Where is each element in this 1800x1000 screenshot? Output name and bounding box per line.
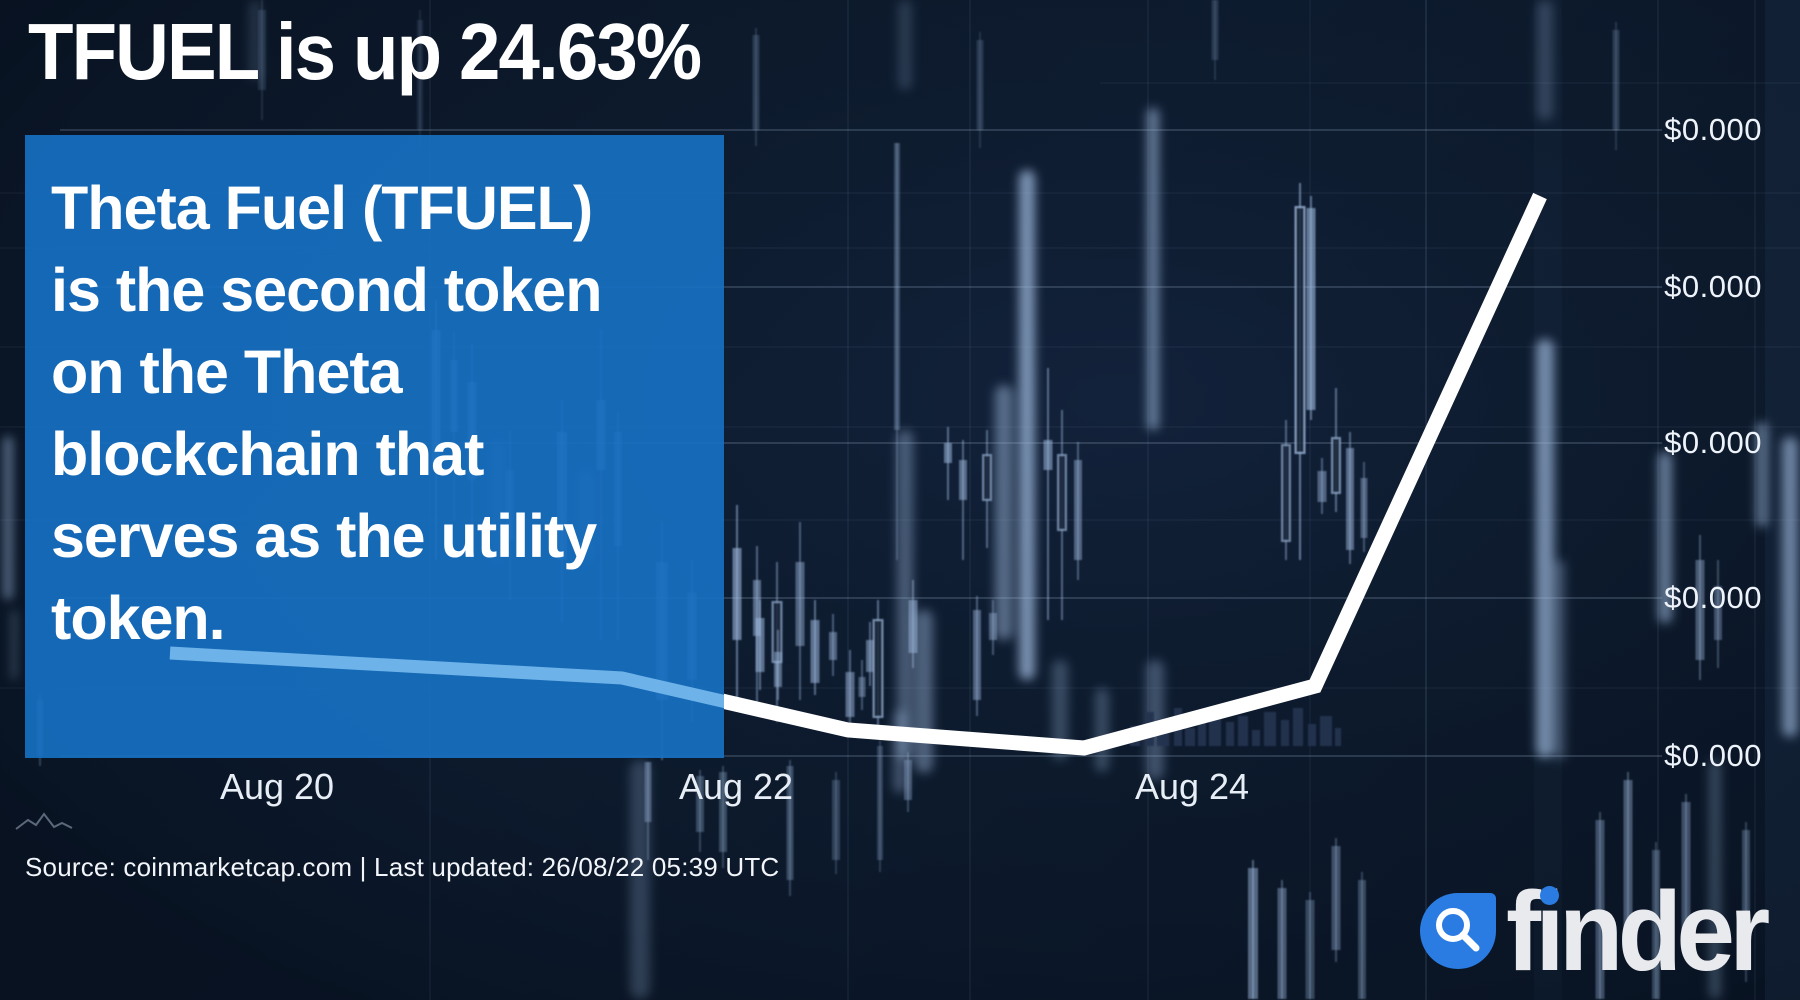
callout-text-line: on the Theta xyxy=(51,338,403,406)
callout-text-line: blockchain that xyxy=(51,420,484,488)
finder-droplet-icon xyxy=(1420,893,1496,969)
mini-sparkline-decor xyxy=(15,812,73,830)
price-line xyxy=(724,192,1547,756)
callout-text-line: is the second token xyxy=(51,256,602,324)
price-line-over-callout xyxy=(169,646,724,709)
finder-logo: finder xyxy=(1412,869,1792,994)
x-axis-tick: Aug 20 xyxy=(219,766,335,807)
y-axis-tick: $0.000 xyxy=(1664,112,1762,147)
y-axis-tick: $0.000 xyxy=(1664,738,1762,773)
x-axis-tick: Aug 24 xyxy=(1134,766,1250,807)
y-axis-tick: $0.000 xyxy=(1664,580,1762,615)
callout-text-line: serves as the utility xyxy=(51,502,597,570)
callout-box: Theta Fuel (TFUEL) is the second token o… xyxy=(25,135,724,758)
search-icon xyxy=(1436,908,1480,952)
y-axis-tick: $0.000 xyxy=(1664,269,1762,304)
x-axis-tick: Aug 22 xyxy=(678,766,794,807)
callout-text-line: token. xyxy=(51,584,226,652)
source-note: Source: coinmarketcap.com | Last updated… xyxy=(25,852,780,882)
y-axis-tick: $0.000 xyxy=(1664,425,1762,460)
headline: TFUEL is up 24.63% xyxy=(28,7,702,96)
finder-i-dot xyxy=(1540,886,1559,905)
callout-text-line: Theta Fuel (TFUEL) xyxy=(51,174,593,242)
